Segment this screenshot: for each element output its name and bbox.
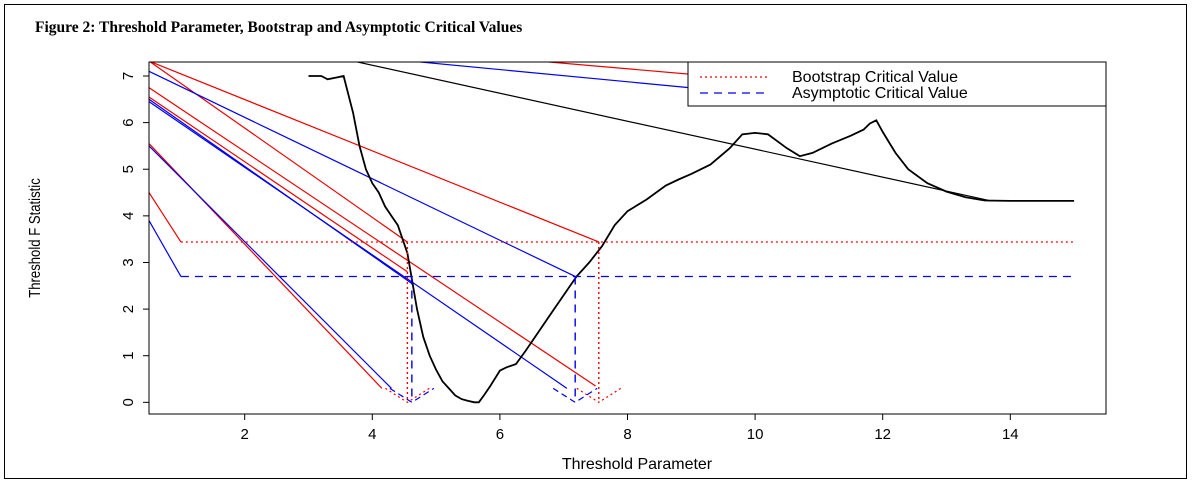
pointer-line-bootstrap: [149, 87, 596, 387]
x-tick-label: 6: [496, 426, 504, 443]
pointer-line-f_statistic: [354, 62, 992, 202]
pointer-line-asymptotic: [149, 101, 568, 389]
pointer-line-bootstrap: [541, 62, 711, 77]
x-tick-label: 4: [368, 426, 376, 443]
pointer-line-bootstrap: [149, 96, 408, 273]
y-tick-label: 3: [120, 258, 137, 266]
plot-area: [149, 62, 1075, 404]
legend-entry-asymptotic: Asymptotic Critical Value: [700, 85, 968, 102]
y-tick-label: 6: [120, 118, 137, 126]
y-tick-label: 2: [120, 305, 137, 313]
x-tick-label: 12: [874, 426, 891, 443]
y-tick-label: 7: [120, 72, 137, 80]
legend-box: [687, 61, 1107, 107]
pointer-line-asymptotic: [414, 62, 714, 91]
y-tick-label: 1: [120, 352, 137, 360]
y-axis-label: Threshold F Statistic: [27, 178, 44, 298]
pointer-line-asymptotic: [149, 145, 392, 389]
legend-label-asymptotic: Asymptotic Critical Value: [792, 85, 968, 102]
plot-border: [148, 61, 1107, 415]
legend-label-bootstrap: Bootstrap Critical Value: [792, 69, 958, 86]
y-tick-label: 0: [120, 398, 137, 406]
arrowhead-asymptotic: [389, 387, 435, 404]
pointer-line-asymptotic: [149, 220, 182, 277]
pointer-line-asymptotic: [149, 70, 576, 278]
arrowhead-bootstrap: [576, 387, 622, 404]
arrowhead-asymptotic: [552, 387, 598, 404]
x-tick-label: 14: [1002, 426, 1019, 443]
legend: Bootstrap Critical Value Asymptotic Crit…: [687, 61, 1107, 107]
x-axis-label: Threshold Parameter: [562, 456, 713, 473]
x-tick-label: 10: [747, 426, 764, 443]
pointer-line-bootstrap: [149, 192, 182, 243]
figure-title: Figure 2: Threshold Parameter, Bootstrap…: [35, 19, 523, 36]
y-tick-label: 4: [120, 212, 137, 220]
pointer-line-bootstrap: [149, 62, 408, 243]
pointer-line-bootstrap: [149, 62, 600, 243]
arrowhead-bootstrap: [385, 387, 430, 404]
legend-entry-bootstrap: Bootstrap Critical Value: [700, 69, 958, 86]
x-tick-label: 8: [623, 426, 631, 443]
x-tick-label: 2: [241, 426, 249, 443]
series-f_statistic: [308, 74, 1075, 404]
y-tick-label: 5: [120, 165, 137, 173]
